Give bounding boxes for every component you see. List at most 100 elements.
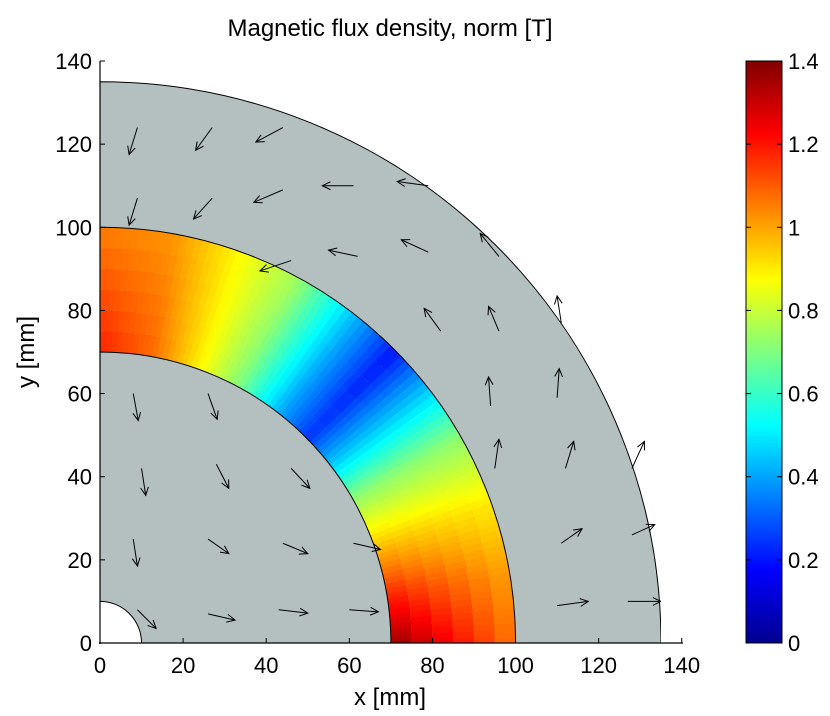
field-ring-cell [416, 431, 440, 452]
field-ring-cell [281, 372, 302, 395]
field-ring-cell [315, 402, 337, 424]
y-tick-label: 40 [68, 465, 92, 490]
field-ring-cell [289, 406, 310, 428]
field-ring-cell [371, 438, 394, 459]
field-ring-cell [259, 333, 279, 356]
field-ring-cell [313, 293, 335, 317]
field-ring-cell [312, 318, 334, 342]
field-ring-cell [290, 328, 311, 352]
field-arrow [127, 198, 138, 227]
colorbar-tick-label: 0.8 [788, 298, 819, 323]
field-ring-cell [297, 413, 318, 435]
field-ring-cell [401, 374, 425, 397]
field-ring-cell [301, 285, 323, 310]
field-ring-cell [325, 355, 347, 378]
field-ring-cell [252, 377, 272, 400]
field-ring-cell [307, 314, 329, 338]
field-ring-cell [391, 363, 416, 386]
field-ring-cell [377, 411, 400, 432]
field-ring-cell [306, 339, 327, 362]
field-arrow [194, 127, 213, 152]
field-arrow [278, 607, 309, 617]
field-ring-cell [100, 227, 110, 249]
field-ring-cell [337, 396, 360, 418]
field-ring-cell [372, 342, 396, 366]
field-ring-cell [344, 436, 367, 457]
field-ring-cell [357, 455, 380, 475]
field-arrow [484, 375, 494, 407]
field-ring-cell [315, 433, 337, 454]
field-ring-cell [337, 462, 360, 482]
field-ring-cell [285, 403, 306, 425]
field-ring-cell [100, 268, 109, 290]
field-arrows [127, 127, 661, 630]
field-ring-cell [367, 337, 391, 361]
field-ring-cell [299, 387, 320, 409]
x-tick-label: 40 [254, 653, 278, 678]
field-ring-cell [318, 322, 340, 346]
field-ring-cell [426, 408, 450, 430]
field-ring-cell [376, 377, 400, 400]
field-ring-cell [344, 372, 366, 395]
field-ring-cell [307, 367, 329, 390]
field-ring-cell [319, 406, 341, 428]
field-arrow [327, 247, 358, 257]
colorbar-tick-label: 1.2 [788, 132, 819, 157]
field-ring-cell [360, 460, 383, 480]
field-ring-cell [307, 394, 328, 417]
field-ring-cell [303, 363, 324, 386]
field-ring-cell [308, 425, 330, 446]
field-ring-cell [341, 314, 364, 338]
field-ring-cell [316, 346, 337, 370]
field-ring-cell [395, 437, 419, 458]
field-ring-cell [311, 429, 333, 450]
y-tick-label: 120 [55, 132, 92, 157]
field-ring-cell [333, 334, 356, 358]
field-ring-cell [363, 362, 386, 385]
field-ring-cell [272, 366, 293, 389]
field-arrow [554, 367, 563, 398]
field-ring-cell [374, 443, 398, 464]
field-arrow [553, 294, 563, 323]
x-tick-group: 0 20 40 60 80 100 120 140 [94, 638, 700, 678]
y-tick-label: 0 [80, 631, 92, 656]
field-ring-cell [254, 354, 273, 377]
x-tick-label: 140 [663, 653, 700, 678]
field-ring-cell [393, 398, 417, 420]
field-ring-cell [341, 432, 364, 453]
field-ring-cell [343, 343, 366, 367]
field-ring-cell [263, 360, 283, 383]
field-arrow [207, 538, 230, 555]
field-arrow [290, 468, 311, 490]
colorbar-tick-label: 1.4 [788, 49, 819, 74]
x-axis-label: x [mm] [354, 684, 426, 711]
field-ring-cell [290, 303, 311, 327]
field-arrow [321, 181, 354, 191]
y-tick-label: 100 [55, 215, 92, 240]
field-ring-cell [341, 400, 364, 422]
field-ring-cell [269, 339, 289, 362]
field-ring-cell [360, 423, 384, 445]
field-ring-cell [289, 278, 310, 303]
field-ring-cell [373, 406, 396, 427]
field-ring-cell [384, 421, 408, 442]
y-tick-label: 140 [55, 49, 92, 74]
field-ring-cell [351, 446, 374, 466]
field-arrow [252, 189, 284, 204]
field-ring-cell [279, 345, 300, 369]
field-arrow [207, 393, 219, 421]
field-ring-cell [303, 390, 324, 413]
field-ring-cell [289, 352, 310, 375]
field-ring-cell [418, 396, 442, 419]
field-ring-cell [348, 348, 371, 371]
field-ring-cell [348, 377, 371, 399]
field-ring-cell [429, 414, 454, 436]
x-tick-label: 0 [94, 653, 106, 678]
field-ring-cell [381, 454, 404, 474]
field-ring-cell [380, 382, 404, 405]
field-ring-cell [387, 357, 411, 381]
field-ring-cell [369, 401, 392, 423]
y-tick-label: 80 [68, 298, 92, 323]
field-ring-cell [277, 396, 298, 418]
field-ring-cell [352, 323, 375, 347]
